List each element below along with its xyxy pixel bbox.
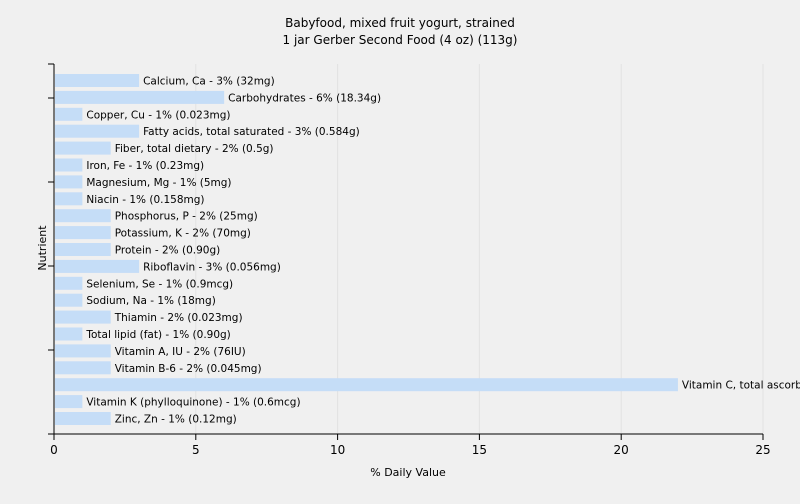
bar xyxy=(55,276,83,290)
bar-label: Selenium, Se - 1% (0.9mcg) xyxy=(86,278,233,290)
bar-label: Calcium, Ca - 3% (32mg) xyxy=(143,76,275,88)
bar xyxy=(55,192,83,206)
bar xyxy=(55,361,111,375)
x-tick-label: 15 xyxy=(472,443,487,457)
bar-label: Iron, Fe - 1% (0.23mg) xyxy=(86,160,204,172)
bar-label: Thiamin - 2% (0.023mg) xyxy=(114,312,243,324)
bar-label: Vitamin C, total ascorbic acid - 22% (13… xyxy=(682,380,800,392)
bar xyxy=(55,158,83,172)
bar xyxy=(55,243,111,256)
bar xyxy=(55,74,140,87)
x-tick-label: 10 xyxy=(330,443,345,457)
bar-label: Riboflavin - 3% (0.056mg) xyxy=(143,261,281,273)
chart-title: Babyfood, mixed fruit yogurt, strained xyxy=(285,16,515,30)
bar xyxy=(55,344,111,358)
bar xyxy=(55,175,83,189)
bar-label: Niacin - 1% (0.158mg) xyxy=(86,194,204,206)
bar-label: Phosphorus, P - 2% (25mg) xyxy=(115,211,258,223)
bar xyxy=(55,124,140,138)
bar-label: Total lipid (fat) - 1% (0.90g) xyxy=(85,329,230,341)
x-tick-label: 20 xyxy=(614,443,629,457)
axes: 0 5 10 15 20 25 xyxy=(48,63,771,457)
y-axis-label: Nutrient xyxy=(36,225,49,271)
bar xyxy=(55,90,225,104)
bar-label: Vitamin A, IU - 2% (76IU) xyxy=(115,346,246,358)
bar-label: Fatty acids, total saturated - 3% (0.584… xyxy=(143,126,360,138)
bar-label: Sodium, Na - 1% (18mg) xyxy=(86,295,215,307)
bar xyxy=(55,327,83,341)
bar xyxy=(55,107,83,121)
gridlines xyxy=(195,64,764,434)
bar xyxy=(55,226,111,240)
bar xyxy=(55,310,111,324)
bar-label: Fiber, total dietary - 2% (0.5g) xyxy=(115,143,274,155)
bar xyxy=(55,293,83,307)
bar-label: Vitamin K (phylloquinone) - 1% (0.6mcg) xyxy=(86,397,300,409)
chart-subtitle: 1 jar Gerber Second Food (4 oz) (113g) xyxy=(283,33,518,47)
bar-label: Vitamin B-6 - 2% (0.045mg) xyxy=(115,363,262,375)
x-tick-label: 0 xyxy=(50,443,58,457)
bar-label: Carbohydrates - 6% (18.34g) xyxy=(228,92,381,104)
bar-label: Zinc, Zn - 1% (0.12mg) xyxy=(115,414,237,426)
bars: Calcium, Ca - 3% (32mg) Carbohydrates - 6… xyxy=(55,74,800,426)
bar-label: Copper, Cu - 1% (0.023mg) xyxy=(86,109,230,121)
x-tick-label: 25 xyxy=(755,443,770,457)
bar xyxy=(55,209,111,223)
bar xyxy=(55,412,111,425)
bar xyxy=(55,378,678,392)
x-tick-label: 5 xyxy=(192,443,200,457)
bar-label: Potassium, K - 2% (70mg) xyxy=(115,228,251,240)
x-axis-label: % Daily Value xyxy=(370,466,446,479)
bar-label: Magnesium, Mg - 1% (5mg) xyxy=(86,177,231,189)
bar xyxy=(55,259,140,273)
bar-label: Protein - 2% (0.90g) xyxy=(115,245,221,257)
bar xyxy=(55,141,111,155)
bar xyxy=(55,395,83,409)
